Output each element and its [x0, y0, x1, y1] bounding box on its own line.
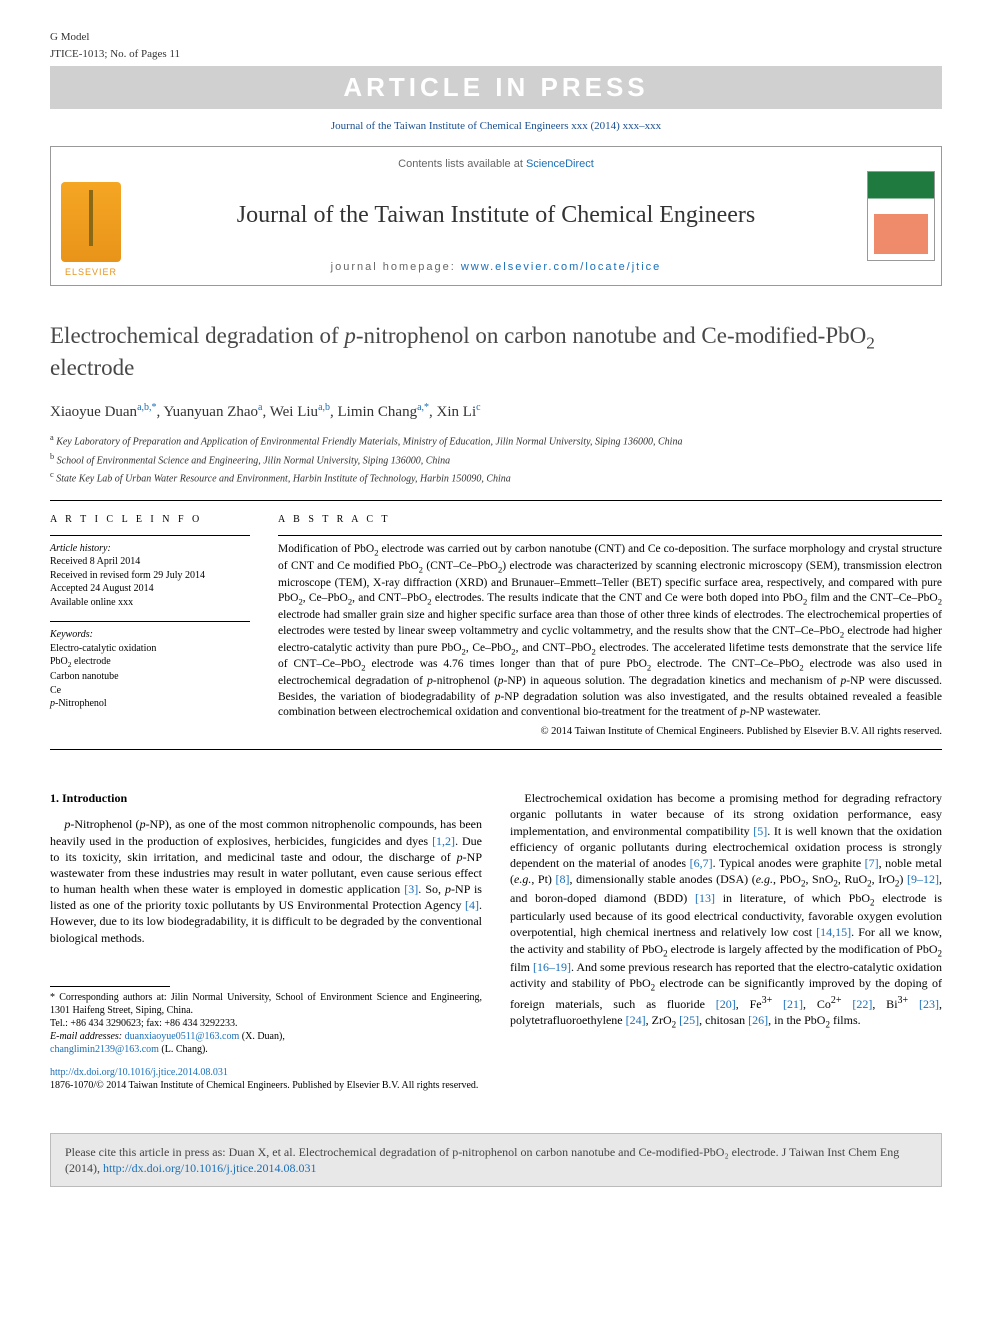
- sciencedirect-link[interactable]: ScienceDirect: [526, 158, 594, 170]
- citation-link[interactable]: [24]: [626, 1013, 646, 1027]
- author-sup: a,b,: [137, 402, 151, 413]
- elsevier-tree-icon: [61, 182, 121, 262]
- keyword: PbO2 electrode: [50, 655, 250, 670]
- keyword: Electro-catalytic oxidation: [50, 642, 250, 656]
- author-sup: a,b: [318, 402, 330, 413]
- citation-link[interactable]: [1,2]: [432, 834, 455, 848]
- elsevier-logo: ELSEVIER: [51, 147, 131, 285]
- article-info-head: A R T I C L E I N F O: [50, 513, 250, 527]
- email-link[interactable]: duanxiaoyue0511@163.com: [125, 1031, 240, 1042]
- body-column-left: 1. Introduction p-Nitrophenol (p-NP), as…: [50, 790, 482, 1093]
- email-line2: changlimin2139@163.com (L. Chang).: [50, 1043, 482, 1056]
- separator: [50, 500, 942, 501]
- citation-link[interactable]: [8]: [556, 872, 570, 886]
- abstract-text: Modification of PbO2 electrode was carri…: [278, 535, 942, 739]
- homepage-link[interactable]: www.elsevier.com/locate/jtice: [461, 261, 661, 273]
- bottom-copyright: 1876-1070/© 2014 Taiwan Institute of Che…: [50, 1079, 482, 1093]
- keyword: Carbon nanotube: [50, 670, 250, 684]
- affiliation: b School of Environmental Science and En…: [50, 451, 942, 468]
- citation-link[interactable]: [20]: [716, 997, 736, 1011]
- citation-link[interactable]: [25]: [679, 1013, 699, 1027]
- abstract-copyright: © 2014 Taiwan Institute of Chemical Engi…: [278, 725, 942, 739]
- homepage-prefix: journal homepage:: [331, 261, 461, 273]
- citation-box: Please cite this article in press as: Du…: [50, 1133, 942, 1187]
- section-heading: 1. Introduction: [50, 790, 482, 806]
- homepage-line: journal homepage: www.elsevier.com/locat…: [139, 260, 853, 275]
- elsevier-text: ELSEVIER: [65, 266, 117, 278]
- affiliation: c State Key Lab of Urban Water Resource …: [50, 469, 942, 486]
- citation-link[interactable]: [16–19]: [533, 960, 571, 974]
- separator: [50, 749, 942, 750]
- author-sup: *: [424, 402, 429, 413]
- history-label: Article history:: [50, 542, 250, 556]
- keyword: Ce: [50, 684, 250, 698]
- citation-link[interactable]: [9–12]: [907, 872, 939, 886]
- citation-link[interactable]: [7]: [865, 856, 879, 870]
- g-model-sub: JTICE-1013; No. of Pages 11: [50, 47, 942, 62]
- abstract-head: A B S T R A C T: [278, 513, 942, 527]
- cite-doi-link[interactable]: http://dx.doi.org/10.1016/j.jtice.2014.0…: [103, 1161, 316, 1175]
- journal-header-box: ELSEVIER Contents lists available at Sci…: [50, 146, 942, 286]
- journal-name: Journal of the Taiwan Institute of Chemi…: [139, 199, 853, 231]
- citation-link[interactable]: [26]: [748, 1013, 768, 1027]
- contents-line: Contents lists available at ScienceDirec…: [139, 157, 853, 172]
- journal-reference: Journal of the Taiwan Institute of Chemi…: [50, 119, 942, 134]
- email-line: E-mail addresses: duanxiaoyue0511@163.co…: [50, 1030, 482, 1043]
- body-column-right: Electrochemical oxidation has become a p…: [510, 790, 942, 1093]
- g-model-label: G Model: [50, 30, 942, 45]
- author-sup: c: [476, 402, 480, 413]
- citation-link[interactable]: [23]: [919, 997, 939, 1011]
- body-paragraph: Electrochemical oxidation has become a p…: [510, 790, 942, 1030]
- authors-line: Xiaoyue Duana,b,*, Yuanyuan Zhaoa, Wei L…: [50, 401, 942, 422]
- citation-link[interactable]: [14,15]: [816, 925, 851, 939]
- history-item: Received in revised form 29 July 2014: [50, 569, 250, 583]
- doi-line: http://dx.doi.org/10.1016/j.jtice.2014.0…: [50, 1066, 482, 1080]
- citation-link[interactable]: [21]: [783, 997, 803, 1011]
- footnote-separator: [50, 986, 170, 987]
- keywords-label: Keywords:: [50, 628, 250, 642]
- cover-image-icon: [867, 171, 935, 261]
- history-item: Received 8 April 2014: [50, 555, 250, 569]
- in-press-banner: ARTICLE IN PRESS: [50, 66, 942, 109]
- citation-link[interactable]: [6,7]: [690, 856, 713, 870]
- body-paragraph: p-Nitrophenol (p-NP), as one of the most…: [50, 816, 482, 946]
- corresponding-author: * Corresponding authors at: Jilin Normal…: [50, 991, 482, 1017]
- doi-link[interactable]: http://dx.doi.org/10.1016/j.jtice.2014.0…: [50, 1067, 228, 1078]
- author-sup: a: [258, 402, 262, 413]
- article-title: Electrochemical degradation of p-nitroph…: [50, 322, 942, 383]
- history-item: Accepted 24 August 2014: [50, 582, 250, 596]
- author-sup: a,: [417, 402, 424, 413]
- tel-fax: Tel.: +86 434 3290623; fax: +86 434 3292…: [50, 1017, 482, 1030]
- email-link[interactable]: changlimin2139@163.com: [50, 1044, 159, 1055]
- author-sup: *: [152, 402, 157, 413]
- citation-link[interactable]: [3]: [404, 882, 418, 896]
- affiliation: a Key Laboratory of Preparation and Appl…: [50, 432, 942, 449]
- history-block: Article history: Received 8 April 2014 R…: [50, 535, 250, 610]
- keyword: p-Nitrophenol: [50, 697, 250, 711]
- contents-prefix: Contents lists available at: [398, 158, 526, 170]
- history-item: Available online xxx: [50, 596, 250, 610]
- citation-link[interactable]: [5]: [753, 824, 767, 838]
- citation-link[interactable]: [22]: [852, 997, 872, 1011]
- keywords-block: Keywords: Electro-catalytic oxidation Pb…: [50, 621, 250, 711]
- journal-cover-thumb: [861, 147, 941, 285]
- citation-link[interactable]: [13]: [695, 891, 715, 905]
- citation-link[interactable]: [4]: [465, 898, 479, 912]
